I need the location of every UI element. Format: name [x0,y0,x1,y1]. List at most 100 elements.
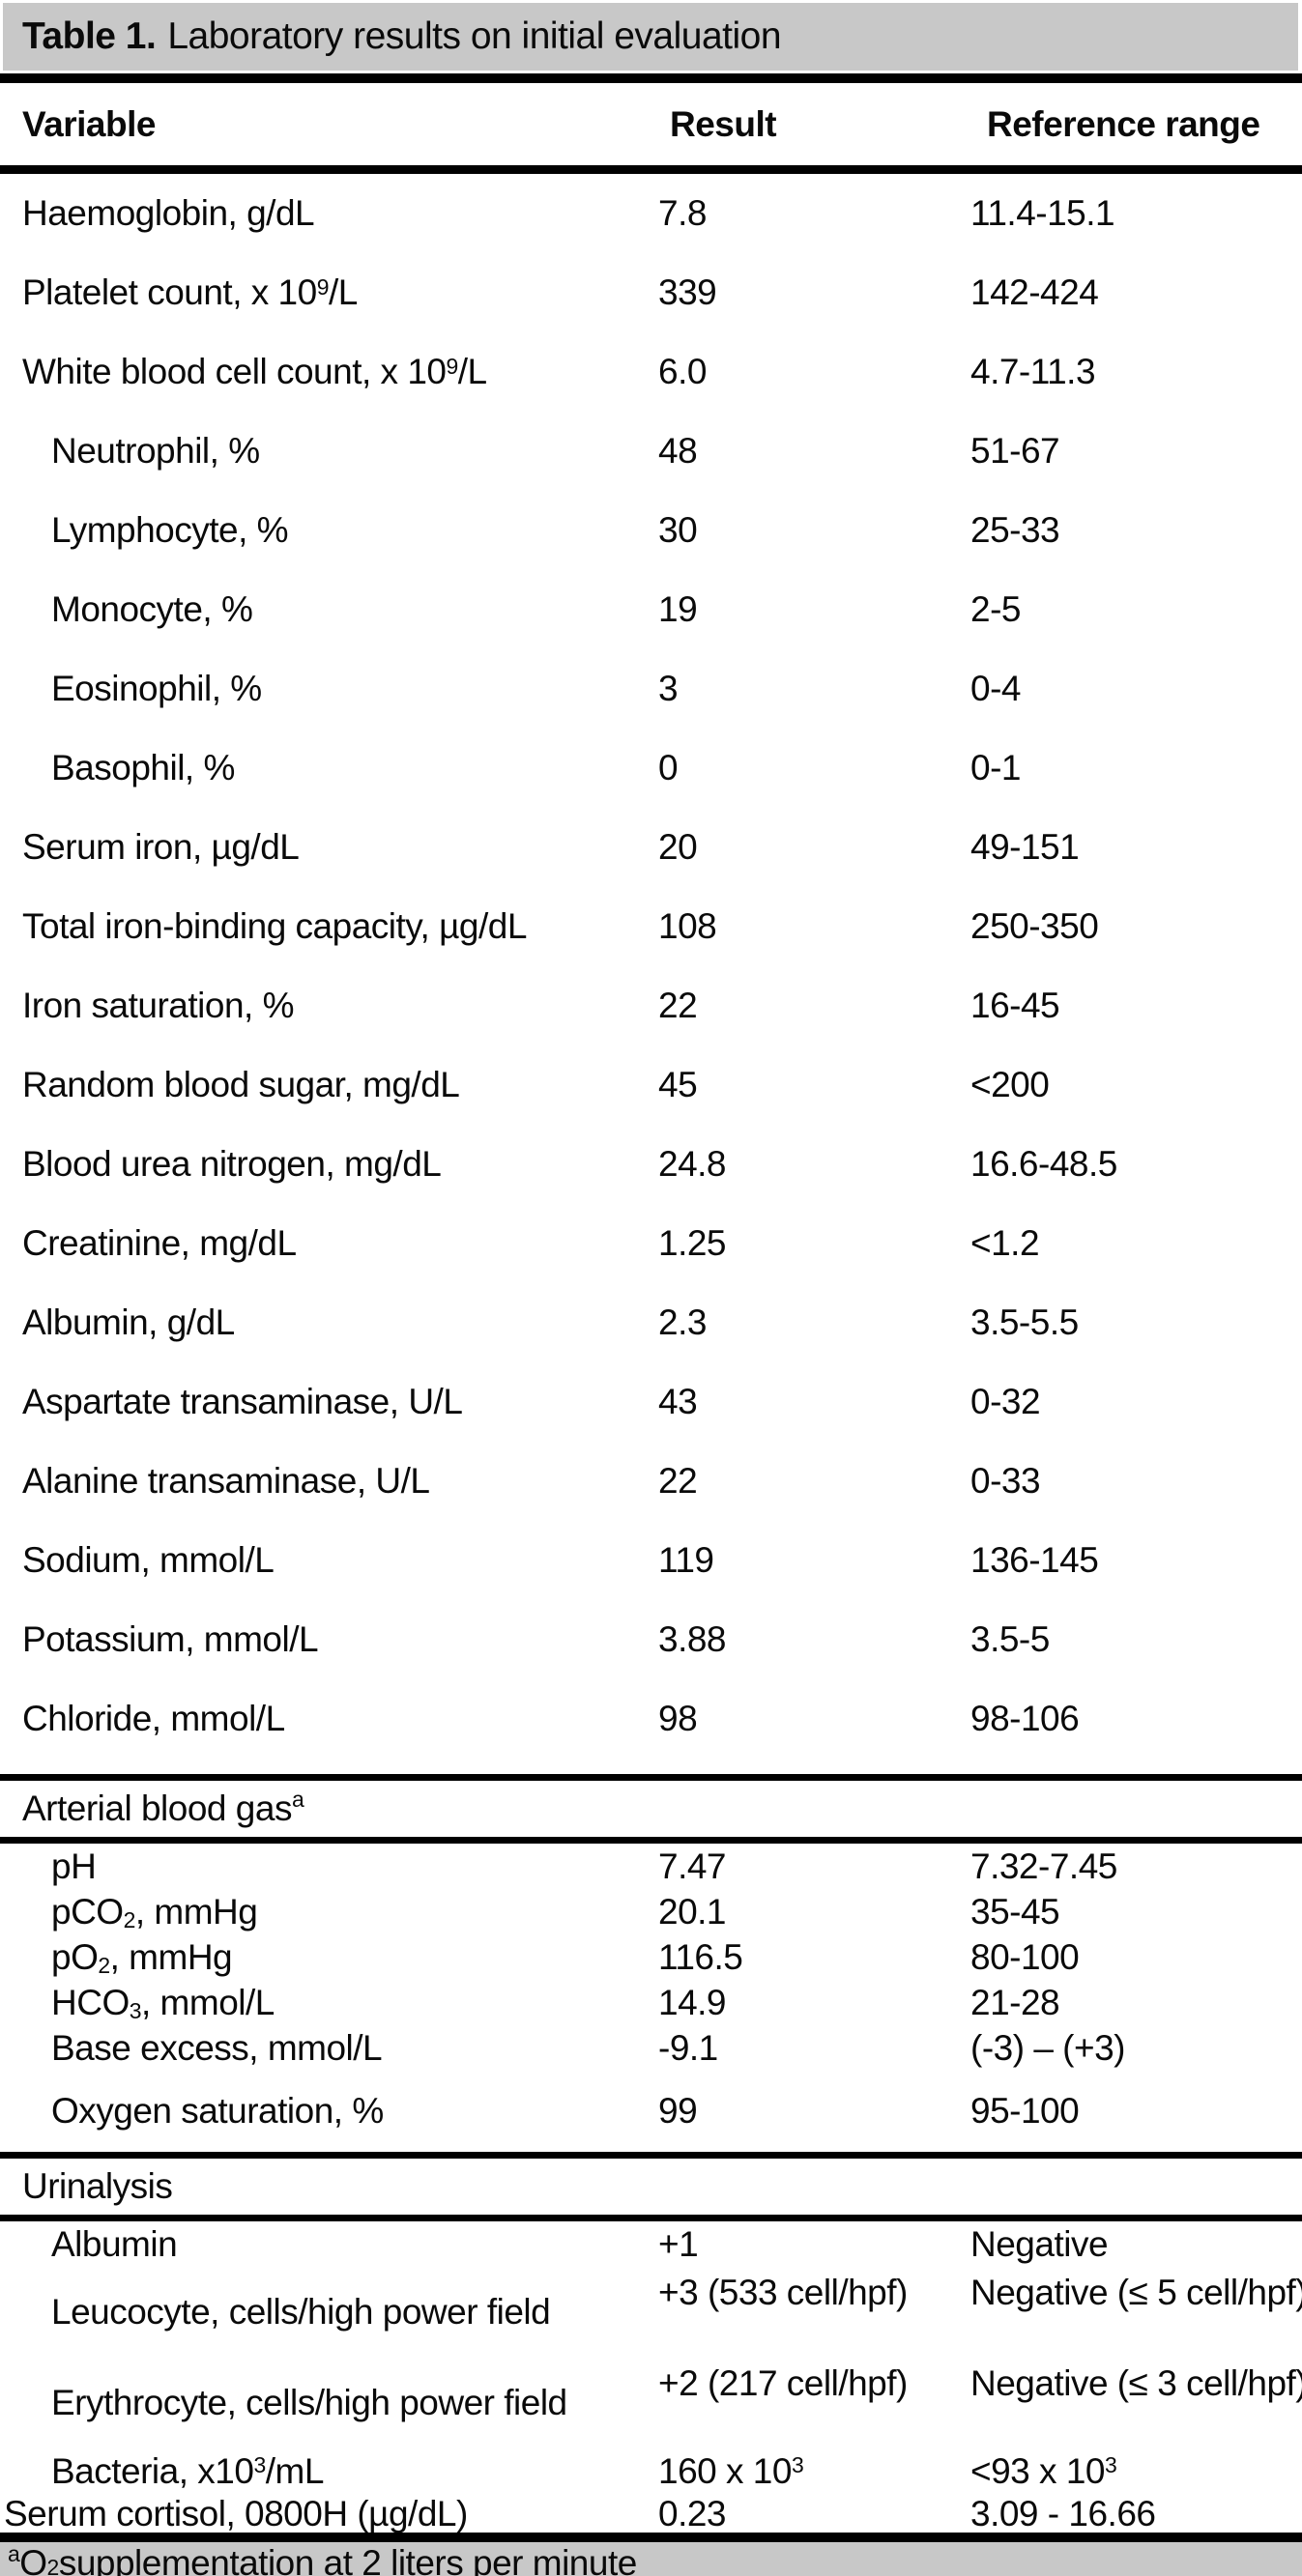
row-result-value: 3.88 [658,1619,727,1659]
table-row: Erythrocyte, cells/high power field +2 (… [0,2358,1302,2448]
table-row: Aspartate transaminase, U/L 43 0-32 [0,1362,1302,1442]
row-variable-label: Leucocyte, cells/high power field [51,2292,551,2332]
row-variable-label: Aspartate transaminase, U/L [22,1382,463,1421]
table-row: Lymphocyte, % 30 25-33 [0,491,1302,570]
row-result-value: 2.3 [658,1302,707,1342]
row-result-value: 20.1 [658,1891,727,1932]
row-result-value: 7.47 [658,1846,727,1886]
row-variable-label: Erythrocyte, cells/high power field [51,2383,567,2422]
row-variable-label: Neutrophil, % [51,431,260,471]
row-result-value: +1 [658,2223,699,2264]
row-variable-label: Basophil, % [51,748,235,787]
row-result-value: 6.0 [658,352,707,391]
column-header-variable: Variable [22,103,156,144]
row-variable-label: Haemoglobin, g/dL [22,193,315,233]
table-row: Creatinine, mg/dL 1.25 <1.2 [0,1204,1302,1283]
row-variable-label: Serum iron, µg/dL [22,827,300,867]
table-row: Eosinophil, % 3 0-4 [0,649,1302,729]
row-variable-label: Chloride, mmol/L [22,1699,285,1738]
row-variable-label: Oxygen saturation, % [51,2091,384,2131]
column-header-row: Variable Result Reference range [0,83,1302,165]
row-result-value: 0.23 [658,2494,727,2533]
row-reference-range: 250-350 [970,906,1099,946]
table-row: Leucocyte, cells/high power field +3 (53… [0,2267,1302,2358]
row-reference-range: <200 [970,1065,1050,1104]
table-row: Serum iron, µg/dL 20 49-151 [0,808,1302,887]
row-reference-range: 136-145 [970,1540,1099,1580]
row-result-value: 22 [658,986,698,1025]
row-variable-label: Albumin [51,2223,178,2264]
table-row: Iron saturation, % 22 16-45 [0,966,1302,1045]
table-row: Albumin, g/dL 2.3 3.5-5.5 [0,1283,1302,1362]
table-row: Albumin +1 Negative [0,2221,1302,2267]
row-reference-range: 142-424 [970,272,1099,312]
row-result-value: 48 [658,431,698,471]
divider-rule-bottom [0,2533,1302,2542]
column-header-result: Result [670,103,777,144]
row-variable-label: Albumin, g/dL [22,1302,235,1342]
table-row: White blood cell count, x 109/L 6.0 4.7-… [0,332,1302,412]
row-variable-label: HCO3, mmol/L [51,1982,275,2023]
table-row: Blood urea nitrogen, mg/dL 24.8 16.6-48.… [0,1125,1302,1204]
table-row: Haemoglobin, g/dL 7.8 11.4-15.1 [0,174,1302,253]
row-variable-label: Monocyte, % [51,589,253,629]
row-variable-label: pH [51,1846,97,1886]
row-variable-label: Creatinine, mg/dL [22,1223,297,1263]
row-result-value: 99 [658,2091,698,2131]
row-reference-range: 3.09 - 16.66 [970,2494,1156,2533]
row-variable-label: Random blood sugar, mg/dL [22,1065,460,1104]
row-reference-range: 7.32-7.45 [970,1846,1117,1886]
row-reference-range: 21-28 [970,1982,1060,2022]
table-number-label: Table 1. [22,15,157,57]
row-result-value: 0 [658,748,679,787]
row-variable-label: White blood cell count, x 109/L [22,352,487,391]
row-result-value: 19 [658,589,698,629]
row-reference-range: 98-106 [970,1699,1080,1738]
row-result-value: 119 [658,1540,714,1580]
row-reference-range: Negative [970,2223,1109,2264]
table-row: pO2, mmHg 116.5 80-100 [0,1934,1302,1980]
table-row: pCO2, mmHg 20.1 35-45 [0,1889,1302,1934]
divider-rule-abg-top [0,1774,1302,1781]
row-reference-range: 51-67 [970,431,1060,471]
row-reference-range: 95-100 [970,2091,1080,2131]
table-row-serum-cortisol: Serum cortisol, 0800H (µg/dL) 0.23 3.09 … [0,2494,1302,2533]
divider-rule-header [0,165,1302,174]
row-result-value: 339 [658,272,717,312]
table-row: Random blood sugar, mg/dL 45 <200 [0,1045,1302,1125]
column-header-reference: Reference range [987,103,1260,144]
row-reference-range: 3.5-5.5 [970,1302,1079,1342]
row-variable-label: Potassium, mmol/L [22,1619,319,1659]
row-reference-range: 35-45 [970,1891,1060,1932]
row-reference-range: 2-5 [970,589,1021,629]
row-result-value: +3 (533 cell/hpf) [658,2273,908,2312]
row-reference-range: 80-100 [970,1936,1080,1977]
row-reference-range: 0-4 [970,669,1021,708]
table-row: Monocyte, % 19 2-5 [0,570,1302,649]
table-row: Bacteria, x103/mL 160 x 103 <93 x 103 [0,2448,1302,2494]
row-variable-label: Base excess, mmol/L [51,2027,383,2068]
divider-rule-urinalysis-bottom [0,2215,1302,2221]
table-row: pH 7.47 7.32-7.45 [0,1844,1302,1889]
row-reference-range: 0-1 [970,748,1021,787]
table-row: Alanine transaminase, U/L 22 0-33 [0,1442,1302,1521]
row-reference-range: 4.7-11.3 [970,352,1096,391]
row-result-value: 108 [658,906,717,946]
row-reference-range: 0-32 [970,1382,1041,1421]
row-reference-range: <1.2 [970,1223,1040,1263]
table-row: Oxygen saturation, % 99 95-100 [0,2071,1302,2152]
table-title-bar: Table 1. Laboratory results on initial e… [3,3,1298,71]
row-reference-range: 0-33 [970,1461,1041,1501]
row-result-value: 1.25 [658,1223,727,1263]
row-reference-range: 25-33 [970,510,1060,550]
row-variable-label: Bacteria, x103/mL [51,2450,324,2491]
row-result-value: -9.1 [658,2027,718,2068]
row-result-value: 7.8 [658,193,707,233]
row-reference-range: 3.5-5 [970,1619,1050,1659]
arterial-blood-gas-rows: pH 7.47 7.32-7.45 pCO2, mmHg 20.1 35-45 … [0,1844,1302,2152]
urinalysis-rows: Albumin +1 Negative Leucocyte, cells/hig… [0,2221,1302,2494]
row-variable-label: Platelet count, x 109/L [22,272,358,312]
